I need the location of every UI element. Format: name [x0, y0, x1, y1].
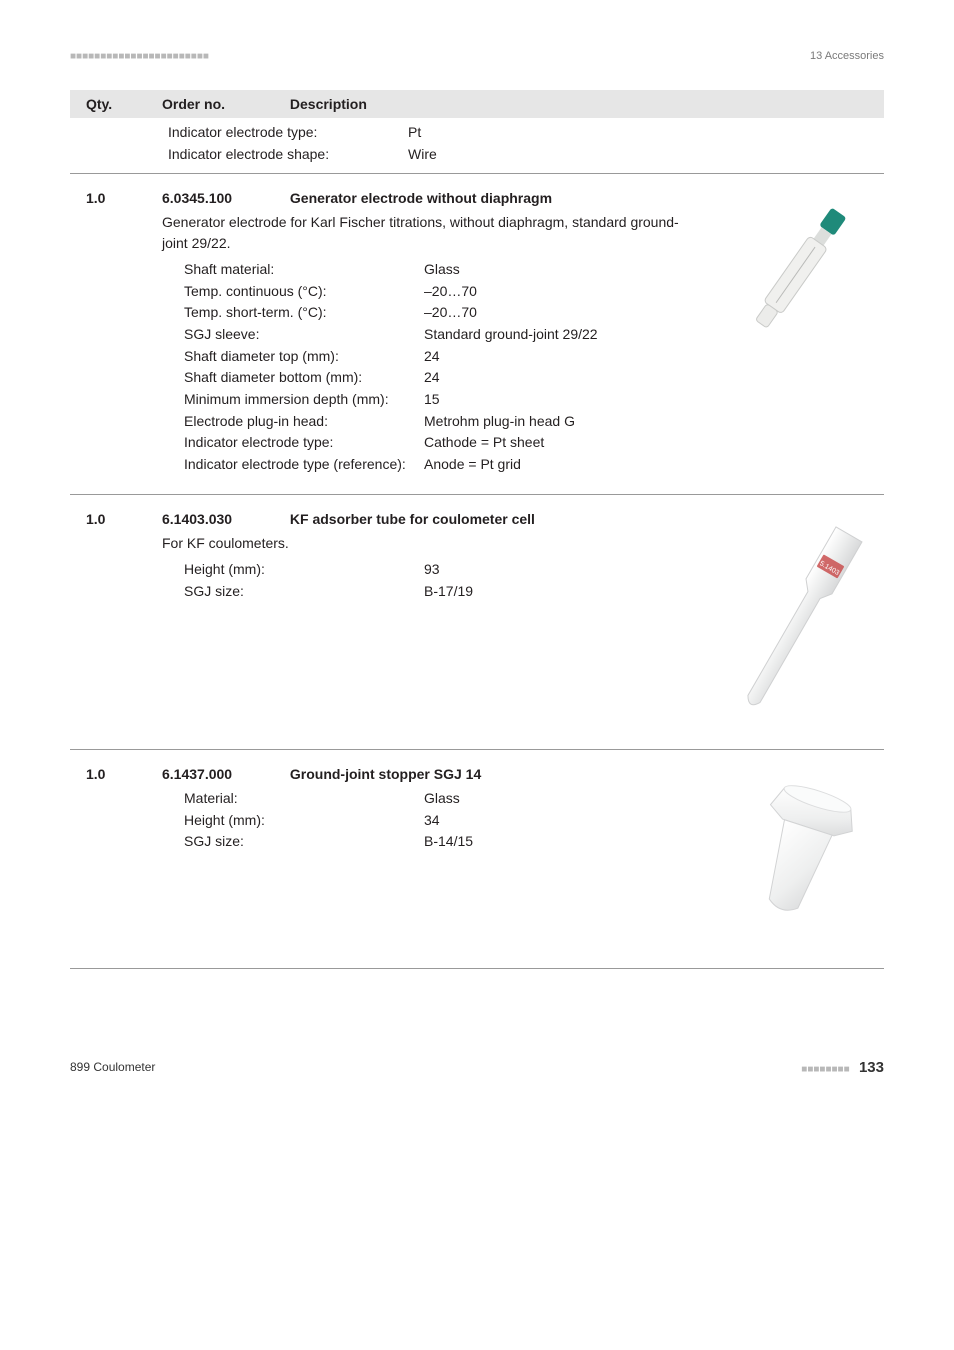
spec-value: Anode = Pt grid — [424, 454, 702, 476]
item-title: Ground-joint stopper SGJ 14 — [290, 766, 481, 782]
item-image: 5.1403 — [714, 511, 884, 731]
spec-value: Cathode = Pt sheet — [424, 432, 702, 454]
item-orderno: 6.1437.000 — [162, 766, 286, 782]
spec-label: Indicator electrode shape: — [168, 144, 408, 166]
spec-label: Indicator electrode type: — [184, 432, 424, 454]
footer-product: 899 Coulometer — [70, 1060, 155, 1074]
item-title: Generator electrode without diaphragm — [290, 190, 552, 206]
item-generator-electrode: 1.0 6.0345.100 Generator electrode witho… — [70, 174, 884, 494]
spec-value: –20…70 — [424, 302, 702, 324]
spec-label: Shaft material: — [184, 259, 424, 281]
item-orderno: 6.1403.030 — [162, 511, 286, 527]
spec-label: Indicator electrode type: — [168, 122, 408, 144]
item-orderno: 6.0345.100 — [162, 190, 286, 206]
table-header: Qty. Order no. Description — [70, 90, 884, 118]
item-qty: 1.0 — [70, 511, 162, 527]
spec-label: SGJ size: — [184, 581, 424, 603]
page-footer: 899 Coulometer ■■■■■■■■ 133 — [70, 1059, 884, 1076]
spec-value: 15 — [424, 389, 702, 411]
footer-dashes: ■■■■■■■■ — [801, 1064, 849, 1075]
spec-value: Glass — [424, 788, 702, 810]
spec-label: Shaft diameter top (mm): — [184, 346, 424, 368]
spec-value: Pt — [408, 122, 884, 144]
spec-value: B-14/15 — [424, 831, 702, 853]
item-qty: 1.0 — [70, 190, 162, 206]
spec-label: Material: — [184, 788, 424, 810]
spec-value: 34 — [424, 810, 702, 832]
spec-value: –20…70 — [424, 281, 702, 303]
item-description: Generator electrode for Karl Fischer tit… — [162, 212, 702, 253]
spec-label: SGJ size: — [184, 831, 424, 853]
spec-label: Height (mm): — [184, 810, 424, 832]
header-description: Description — [290, 96, 367, 112]
item-qty: 1.0 — [70, 766, 162, 782]
spec-label: Indicator electrode type (reference): — [184, 454, 424, 476]
spec-label: Shaft diameter bottom (mm): — [184, 367, 424, 389]
stopper-icon — [714, 766, 884, 946]
spec-value: Standard ground-joint 29/22 — [424, 324, 702, 346]
header-orderno: Order no. — [162, 96, 286, 112]
header-dashes: ■■■■■■■■■■■■■■■■■■■■■■■ — [70, 51, 209, 62]
footer-page-number: 133 — [859, 1059, 884, 1076]
spec-value: Metrohm plug-in head G — [424, 411, 702, 433]
indicator-continuation: Indicator electrode type: Pt Indicator e… — [70, 118, 884, 174]
header-qty: Qty. — [70, 96, 162, 112]
item-image — [714, 766, 884, 946]
spec-label: Height (mm): — [184, 559, 424, 581]
item-title: KF adsorber tube for coulometer cell — [290, 511, 535, 527]
spec-label: Electrode plug-in head: — [184, 411, 424, 433]
spec-label: Minimum immersion depth (mm): — [184, 389, 424, 411]
header-right: 13 Accessories — [810, 50, 884, 62]
spec-value: Wire — [408, 144, 884, 166]
item-ground-joint-stopper: 1.0 6.1437.000 Ground-joint stopper SGJ … — [70, 750, 884, 969]
spec-value: B-17/19 — [424, 581, 702, 603]
spec-label: Temp. continuous (°C): — [184, 281, 424, 303]
spec-value: 24 — [424, 367, 702, 389]
spec-value: 24 — [424, 346, 702, 368]
item-adsorber-tube: 1.0 6.1403.030 KF adsorber tube for coul… — [70, 495, 884, 750]
item-image — [714, 190, 884, 475]
adsorber-tube-icon: 5.1403 — [714, 511, 884, 731]
spec-label: SGJ sleeve: — [184, 324, 424, 346]
spec-value: Glass — [424, 259, 702, 281]
spec-value: 93 — [424, 559, 702, 581]
top-bar: ■■■■■■■■■■■■■■■■■■■■■■■ 13 Accessories — [70, 50, 884, 62]
spec-label: Temp. short-term. (°C): — [184, 302, 424, 324]
electrode-icon — [714, 190, 884, 350]
item-description: For KF coulometers. — [162, 533, 702, 553]
